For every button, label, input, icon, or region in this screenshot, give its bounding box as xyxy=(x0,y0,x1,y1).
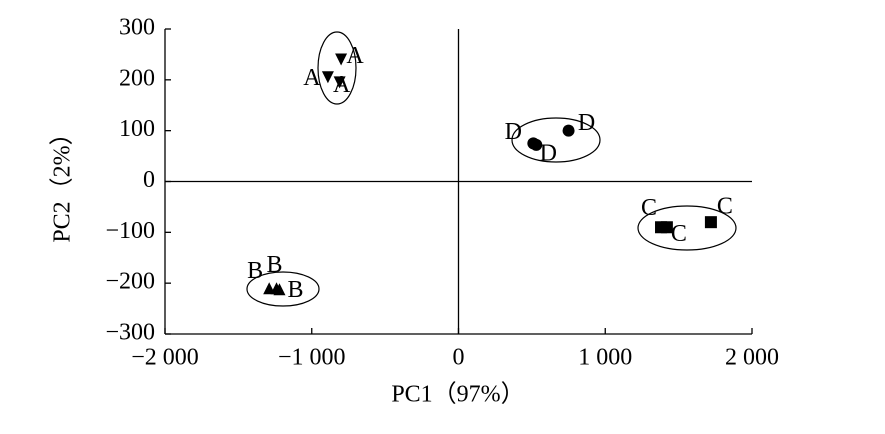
point xyxy=(562,124,575,137)
point-label: C xyxy=(717,194,733,220)
x-tick-label: −1 000 xyxy=(278,345,346,371)
x-tick-label: −2 000 xyxy=(131,345,199,371)
y-tick-label: 100 xyxy=(119,116,155,142)
point-label: C xyxy=(641,195,657,221)
point xyxy=(660,221,673,234)
point xyxy=(704,216,717,229)
point-label: A xyxy=(303,65,321,91)
point xyxy=(530,138,543,151)
y-axis-label: PC2（2%） xyxy=(50,121,76,242)
group-ellipse xyxy=(246,271,320,307)
point xyxy=(321,71,334,84)
x-axis-label: PC1（97%） xyxy=(391,382,524,408)
y-tick-label: 0 xyxy=(143,167,155,193)
point-label: B xyxy=(267,252,283,278)
point-label: D xyxy=(505,119,522,145)
point xyxy=(333,76,346,89)
x-tick-label: 2 000 xyxy=(725,345,779,371)
point-label: B xyxy=(247,258,263,284)
y-tick-label: 200 xyxy=(119,65,155,91)
x-tick-label: 0 xyxy=(453,345,465,371)
group-ellipse xyxy=(317,31,357,105)
x-tick-label: 1 000 xyxy=(578,345,632,371)
point xyxy=(273,283,286,296)
point-label: D xyxy=(540,140,557,166)
y-tick-label: −100 xyxy=(105,218,155,244)
y-tick-label: −200 xyxy=(105,269,155,295)
y-tick-label: 300 xyxy=(119,15,155,41)
group-ellipse xyxy=(511,117,601,163)
point xyxy=(335,53,348,66)
y-tick-label: −300 xyxy=(105,320,155,346)
point-label: A xyxy=(346,43,364,69)
point-label: A xyxy=(333,72,351,98)
point-label: D xyxy=(578,110,595,136)
group-ellipse xyxy=(637,205,737,251)
point-label: C xyxy=(671,221,687,247)
point-label: B xyxy=(287,277,303,303)
